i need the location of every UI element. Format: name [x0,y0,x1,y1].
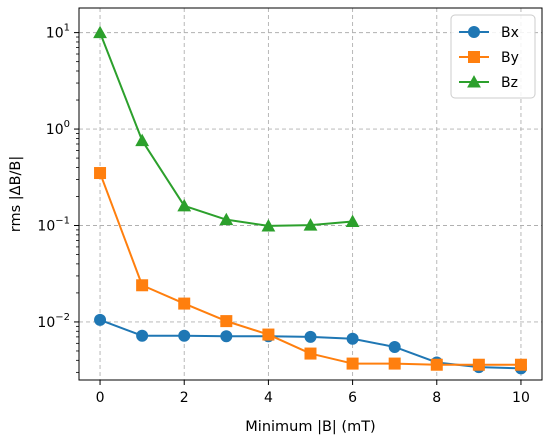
x-axis: 0 2 4 6 8 10 [96,380,530,406]
legend-label: Bz [501,75,518,91]
y-tick-label: 10−1 [37,215,70,234]
data-point-bz [93,25,107,39]
y-tick-base: 10 [46,122,64,138]
data-point-by [472,358,485,371]
x-tick-label: 4 [264,390,273,406]
data-point-bx [346,332,359,345]
data-point-bz [177,198,192,212]
data-point-bz [219,212,234,226]
series-layer [93,25,527,375]
x-tick-label: 10 [512,390,530,406]
data-point-by [430,358,443,371]
data-point-by [262,328,275,341]
data-point-bz [135,133,150,147]
legend-marker [468,51,480,63]
y-axis-label: rms |ΔB/B| [8,156,24,232]
legend-label: Bx [501,25,519,41]
data-point-bx [304,330,317,343]
legend-marker [468,26,480,38]
data-point-by [346,357,359,370]
data-point-bx [94,313,107,326]
y-tick-exponent: −2 [55,312,70,323]
data-point-bz [303,218,318,231]
data-point-by [220,315,233,328]
plot-frame [78,7,543,381]
data-point-by [136,279,149,292]
data-point-by [94,167,107,180]
x-tick-label: 0 [96,390,105,406]
data-point-bz [261,219,276,232]
data-point-bx [178,329,191,342]
y-tick-base: 10 [37,315,55,331]
y-tick-label: 10−2 [37,312,70,331]
x-tick-label: 8 [432,390,441,406]
x-tick-label: 2 [180,390,189,406]
data-point-by [178,297,191,310]
data-point-by [304,347,317,360]
x-axis-label: Minimum |B| (mT) [245,419,375,435]
y-tick-label: 100 [46,119,70,138]
legend-marker [467,75,481,88]
x-tick-label: 6 [348,390,357,406]
data-point-bx [388,340,401,353]
data-point-bz [345,214,360,228]
data-point-bx [136,329,149,342]
data-point-bx [220,330,233,343]
legend: Bx By Bz [450,14,536,99]
y-tick-base: 10 [46,26,64,42]
data-point-by [514,358,527,371]
legend-label: By [501,50,519,66]
y-tick-exponent: 1 [64,23,70,34]
y-tick-label: 101 [46,23,70,42]
data-point-by [388,357,401,370]
y-tick-exponent: 0 [64,119,70,130]
y-tick-base: 10 [37,218,55,234]
y-tick-exponent: −1 [55,215,70,226]
